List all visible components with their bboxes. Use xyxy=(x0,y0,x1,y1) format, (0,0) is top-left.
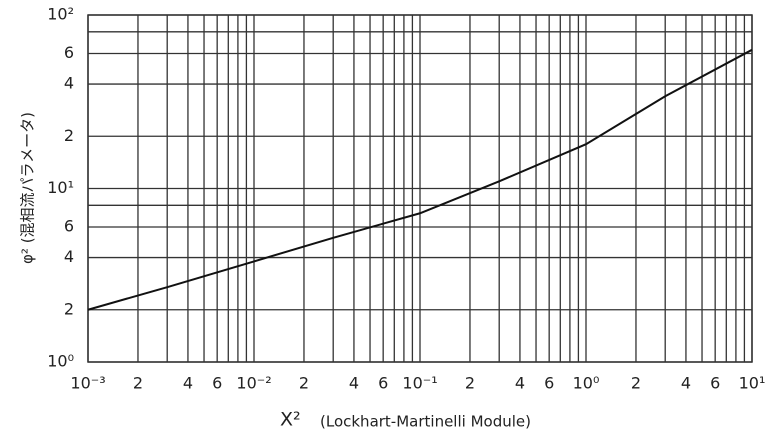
x-tick-label: 2 xyxy=(299,374,309,393)
y-tick-label: 2 xyxy=(64,126,74,145)
y-axis-label: φ² (混相流パラメータ) xyxy=(19,112,37,264)
x-tick-label: 10⁻¹ xyxy=(402,374,437,393)
y-tick-label: 10⁰ xyxy=(47,352,74,371)
y-tick-label: 6 xyxy=(64,216,74,235)
x-tick-label: 6 xyxy=(544,374,554,393)
x-axis-label-note: (Lockhart-Martinelli Module) xyxy=(320,413,531,431)
x-tick-label: 10⁻³ xyxy=(70,374,105,393)
y-tick-label: 4 xyxy=(64,247,74,266)
x-tick-label: 10⁻² xyxy=(236,374,271,393)
y-tick-label: 6 xyxy=(64,43,74,62)
y-tick-label: 10² xyxy=(47,5,74,24)
x-tick-label: 4 xyxy=(183,374,193,393)
x-tick-label: 10⁰ xyxy=(573,374,600,393)
x-axis-label: X² xyxy=(280,409,301,431)
x-tick-label: 6 xyxy=(378,374,388,393)
x-tick-label: 4 xyxy=(681,374,691,393)
x-tick-label: 6 xyxy=(212,374,222,393)
y-tick-label: 2 xyxy=(64,299,74,318)
x-tick-label: 4 xyxy=(349,374,359,393)
curve xyxy=(87,48,753,311)
y-tick-label: 4 xyxy=(64,74,74,93)
x-tick-label: 6 xyxy=(710,374,720,393)
x-tick-label: 4 xyxy=(515,374,525,393)
x-tick-label: 2 xyxy=(631,374,641,393)
x-tick-label: 10¹ xyxy=(739,374,766,393)
x-tick-label: 2 xyxy=(133,374,143,393)
y-tick-label: 10¹ xyxy=(47,178,74,197)
x-tick-label: 2 xyxy=(465,374,475,393)
